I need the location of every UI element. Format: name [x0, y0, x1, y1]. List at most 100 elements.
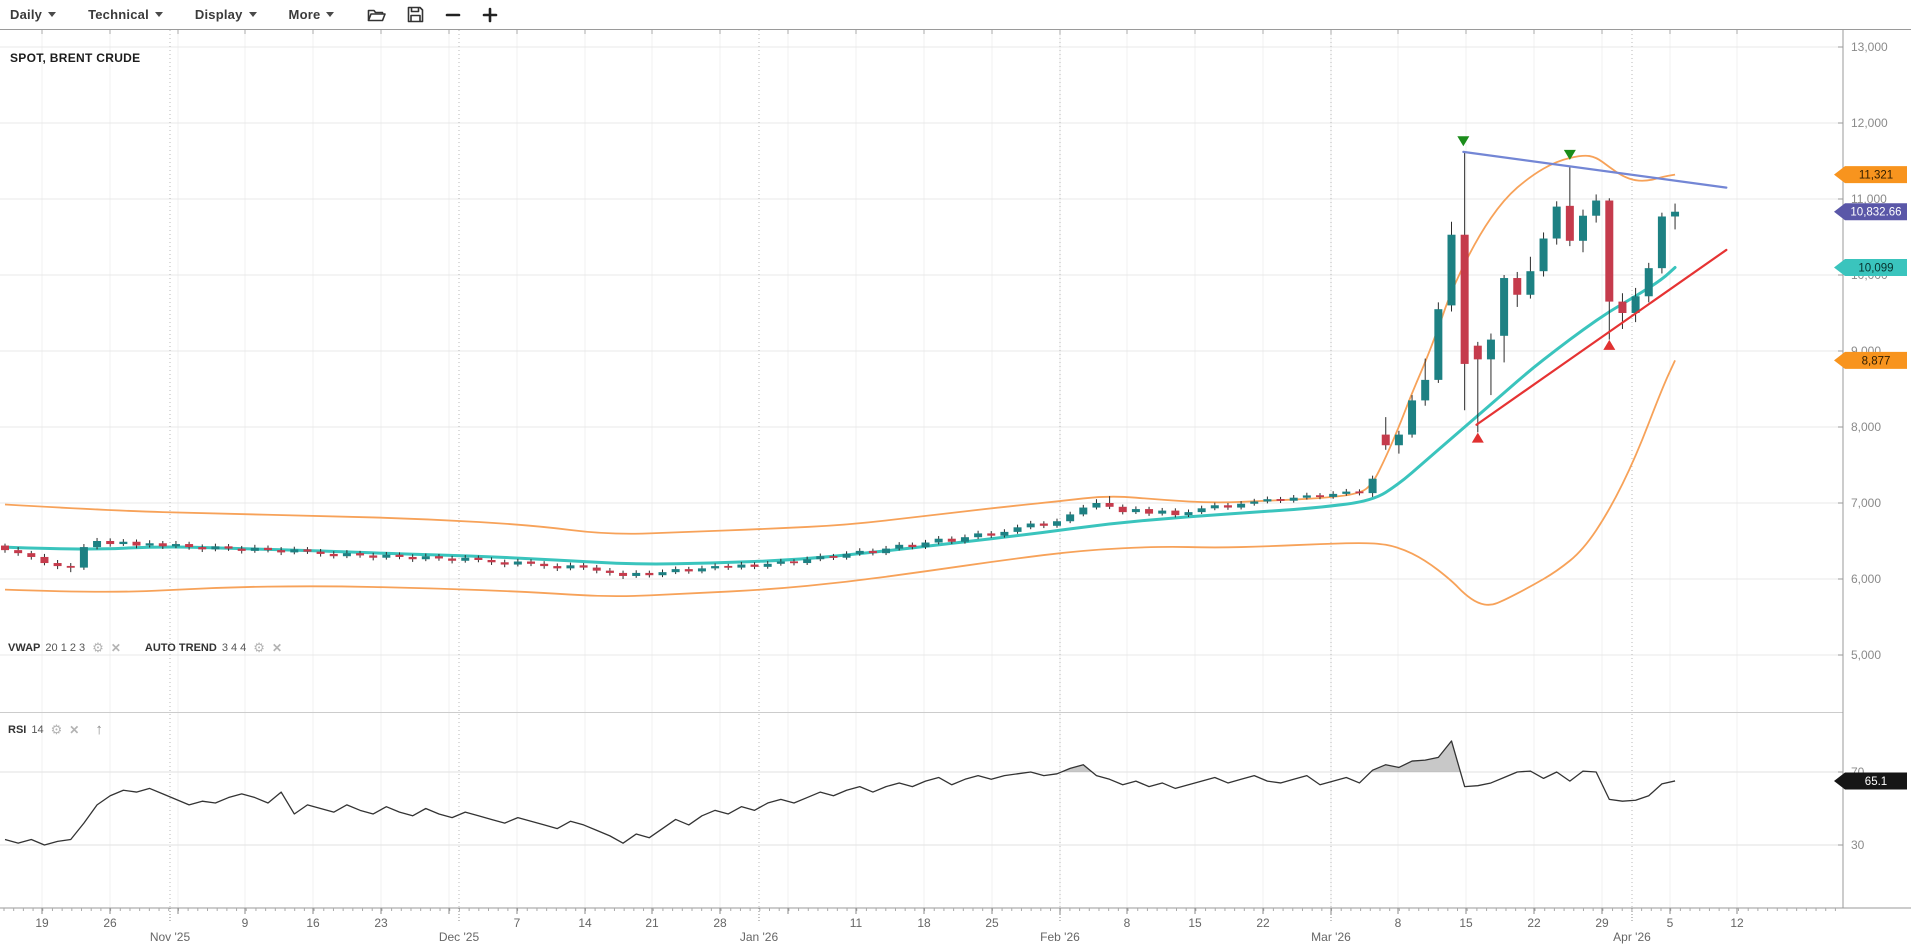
buy-signal-icon [1471, 432, 1484, 443]
menu-daily-label: Daily [10, 7, 43, 22]
date-tick-label: 8 [1395, 916, 1402, 930]
menu-daily[interactable]: Daily [10, 7, 57, 22]
rsi-line [4, 740, 1676, 846]
sell-signal-icon [1457, 136, 1470, 147]
vwap-label: VWAP [8, 641, 41, 654]
month-tick-label: Apr '26 [1613, 930, 1651, 944]
svg-text:10,832.66: 10,832.66 [1850, 207, 1901, 219]
autotrend-legend: AUTO TREND 3 4 4 ⚙ ✕ [145, 641, 282, 654]
lower-band-value-badge: 8,877 [1834, 351, 1907, 369]
svg-text:11,321: 11,321 [1859, 170, 1893, 182]
month-tick-label: Nov '25 [150, 930, 191, 944]
zoom-in-icon[interactable] [482, 7, 498, 23]
last-price-value-badge: 10,832.66 [1834, 203, 1907, 221]
vwap-legend: VWAP 20 1 2 3 ⚙ ✕ [8, 641, 121, 654]
buy-signal-icon [1603, 339, 1616, 350]
date-tick-label: 5 [1667, 916, 1674, 930]
indicator-legend: VWAP 20 1 2 3 ⚙ ✕ AUTO TREND 3 4 4 ⚙ ✕ [8, 641, 306, 654]
date-tick-label: 28 [713, 916, 727, 930]
date-tick-label: 26 [103, 916, 117, 930]
rsi-legend-group: RSI 14 ⚙ ✕ ↑ [8, 722, 103, 737]
date-tick-label: 18 [917, 916, 931, 930]
price-axis-label: 12,000 [1851, 116, 1888, 130]
caret-down-icon [326, 12, 335, 17]
date-tick-label: 19 [35, 916, 49, 930]
autotrend-params: 3 4 4 [221, 641, 247, 654]
date-tick-label: 21 [645, 916, 659, 930]
date-tick-label: 8 [1124, 916, 1131, 930]
date-tick-label: 23 [374, 916, 388, 930]
svg-text:8,877: 8,877 [1862, 355, 1891, 367]
date-tick-label: 15 [1459, 916, 1473, 930]
menu-technical-label: Technical [88, 7, 149, 22]
settings-gear-icon[interactable]: ⚙ [92, 640, 104, 655]
rsi-legend: RSI 14 ⚙ ✕ ↑ [8, 722, 103, 737]
support-trend-line[interactable] [1475, 248, 1728, 426]
price-axis-label: 11,000 [1851, 192, 1887, 206]
price-axis-label: 7,000 [1851, 496, 1881, 510]
date-tick-label: 12 [1730, 916, 1744, 930]
caret-down-icon [48, 12, 57, 17]
menu-display[interactable]: Display [195, 7, 257, 22]
settings-gear-icon[interactable]: ⚙ [253, 640, 265, 655]
trade-signals [1457, 136, 1616, 443]
month-tick-label: Jan '26 [740, 930, 779, 944]
date-tick-label: 9 [242, 916, 249, 930]
vwap-params: 20 1 2 3 [45, 641, 86, 654]
vwap-value-badge: 10,099 [1834, 258, 1907, 276]
date-tick-label: 22 [1256, 916, 1270, 930]
price-axis-label: 13,000 [1851, 40, 1888, 54]
svg-text:10,099: 10,099 [1858, 262, 1893, 274]
price-axis-label: 6,000 [1851, 572, 1881, 586]
menu-more[interactable]: More [289, 7, 335, 22]
resistance-trend-line[interactable] [1462, 150, 1728, 189]
caret-down-icon [248, 12, 257, 17]
date-tick-label: 15 [1188, 916, 1202, 930]
menu-technical[interactable]: Technical [88, 7, 163, 22]
remove-indicator-icon[interactable]: ✕ [69, 722, 80, 737]
date-axis[interactable]: 19 26 9 16 23 7 14 21 28 11 18 25 8 15 22 8 15 22 29 5 12 Nov… [0, 30, 1911, 944]
price-axis-label: 5,000 [1851, 648, 1881, 662]
move-pane-up-icon[interactable]: ↑ [95, 721, 103, 738]
menu-more-label: More [288, 7, 321, 22]
month-tick-label: Feb '26 [1040, 930, 1080, 944]
rsi-label: RSI [8, 723, 27, 736]
rsi-overbought-fill [1061, 764, 1093, 772]
settings-gear-icon[interactable]: ⚙ [50, 722, 63, 737]
svg-text:65.1: 65.1 [1865, 776, 1887, 788]
caret-down-icon [154, 12, 163, 17]
rsi-value-badge: 65.1 [1834, 772, 1907, 790]
zoom-out-icon[interactable] [445, 7, 461, 23]
date-tick-label: 16 [306, 916, 320, 930]
date-tick-label: 29 [1595, 916, 1609, 930]
toolbar: Daily Technical Display More [0, 0, 1911, 30]
save-icon[interactable] [407, 6, 424, 23]
date-tick-label: 11 [850, 916, 863, 930]
candlestick-series [1, 151, 1680, 579]
remove-indicator-icon[interactable]: ✕ [271, 640, 282, 655]
open-folder-icon[interactable] [366, 7, 387, 23]
rsi-axis-label: 30 [1851, 838, 1865, 852]
autotrend-label: AUTO TREND [144, 641, 217, 654]
month-tick-label: Dec '25 [439, 930, 480, 944]
date-tick-label: 22 [1527, 916, 1541, 930]
rsi-params: 14 [31, 723, 44, 736]
month-tick-label: Mar '26 [1311, 930, 1351, 944]
price-axis-label: 8,000 [1851, 420, 1881, 434]
chart-symbol-title: SPOT, BRENT CRUDE [10, 51, 141, 65]
upper-band-value-badge: 11,321 [1834, 166, 1907, 184]
date-tick-label: 14 [578, 916, 592, 930]
remove-indicator-icon[interactable]: ✕ [110, 640, 121, 655]
sell-signal-icon [1563, 149, 1576, 160]
lower-band-line [4, 359, 1676, 606]
date-tick-label: 7 [514, 916, 521, 930]
upper-band-line [4, 154, 1676, 535]
rsi-overbought-fill [1370, 740, 1461, 772]
menu-display-label: Display [194, 7, 243, 22]
gridlines [0, 30, 1843, 908]
rsi-pane [0, 712, 1843, 846]
vwap-line [3, 265, 1677, 566]
date-tick-label: 25 [985, 916, 999, 930]
